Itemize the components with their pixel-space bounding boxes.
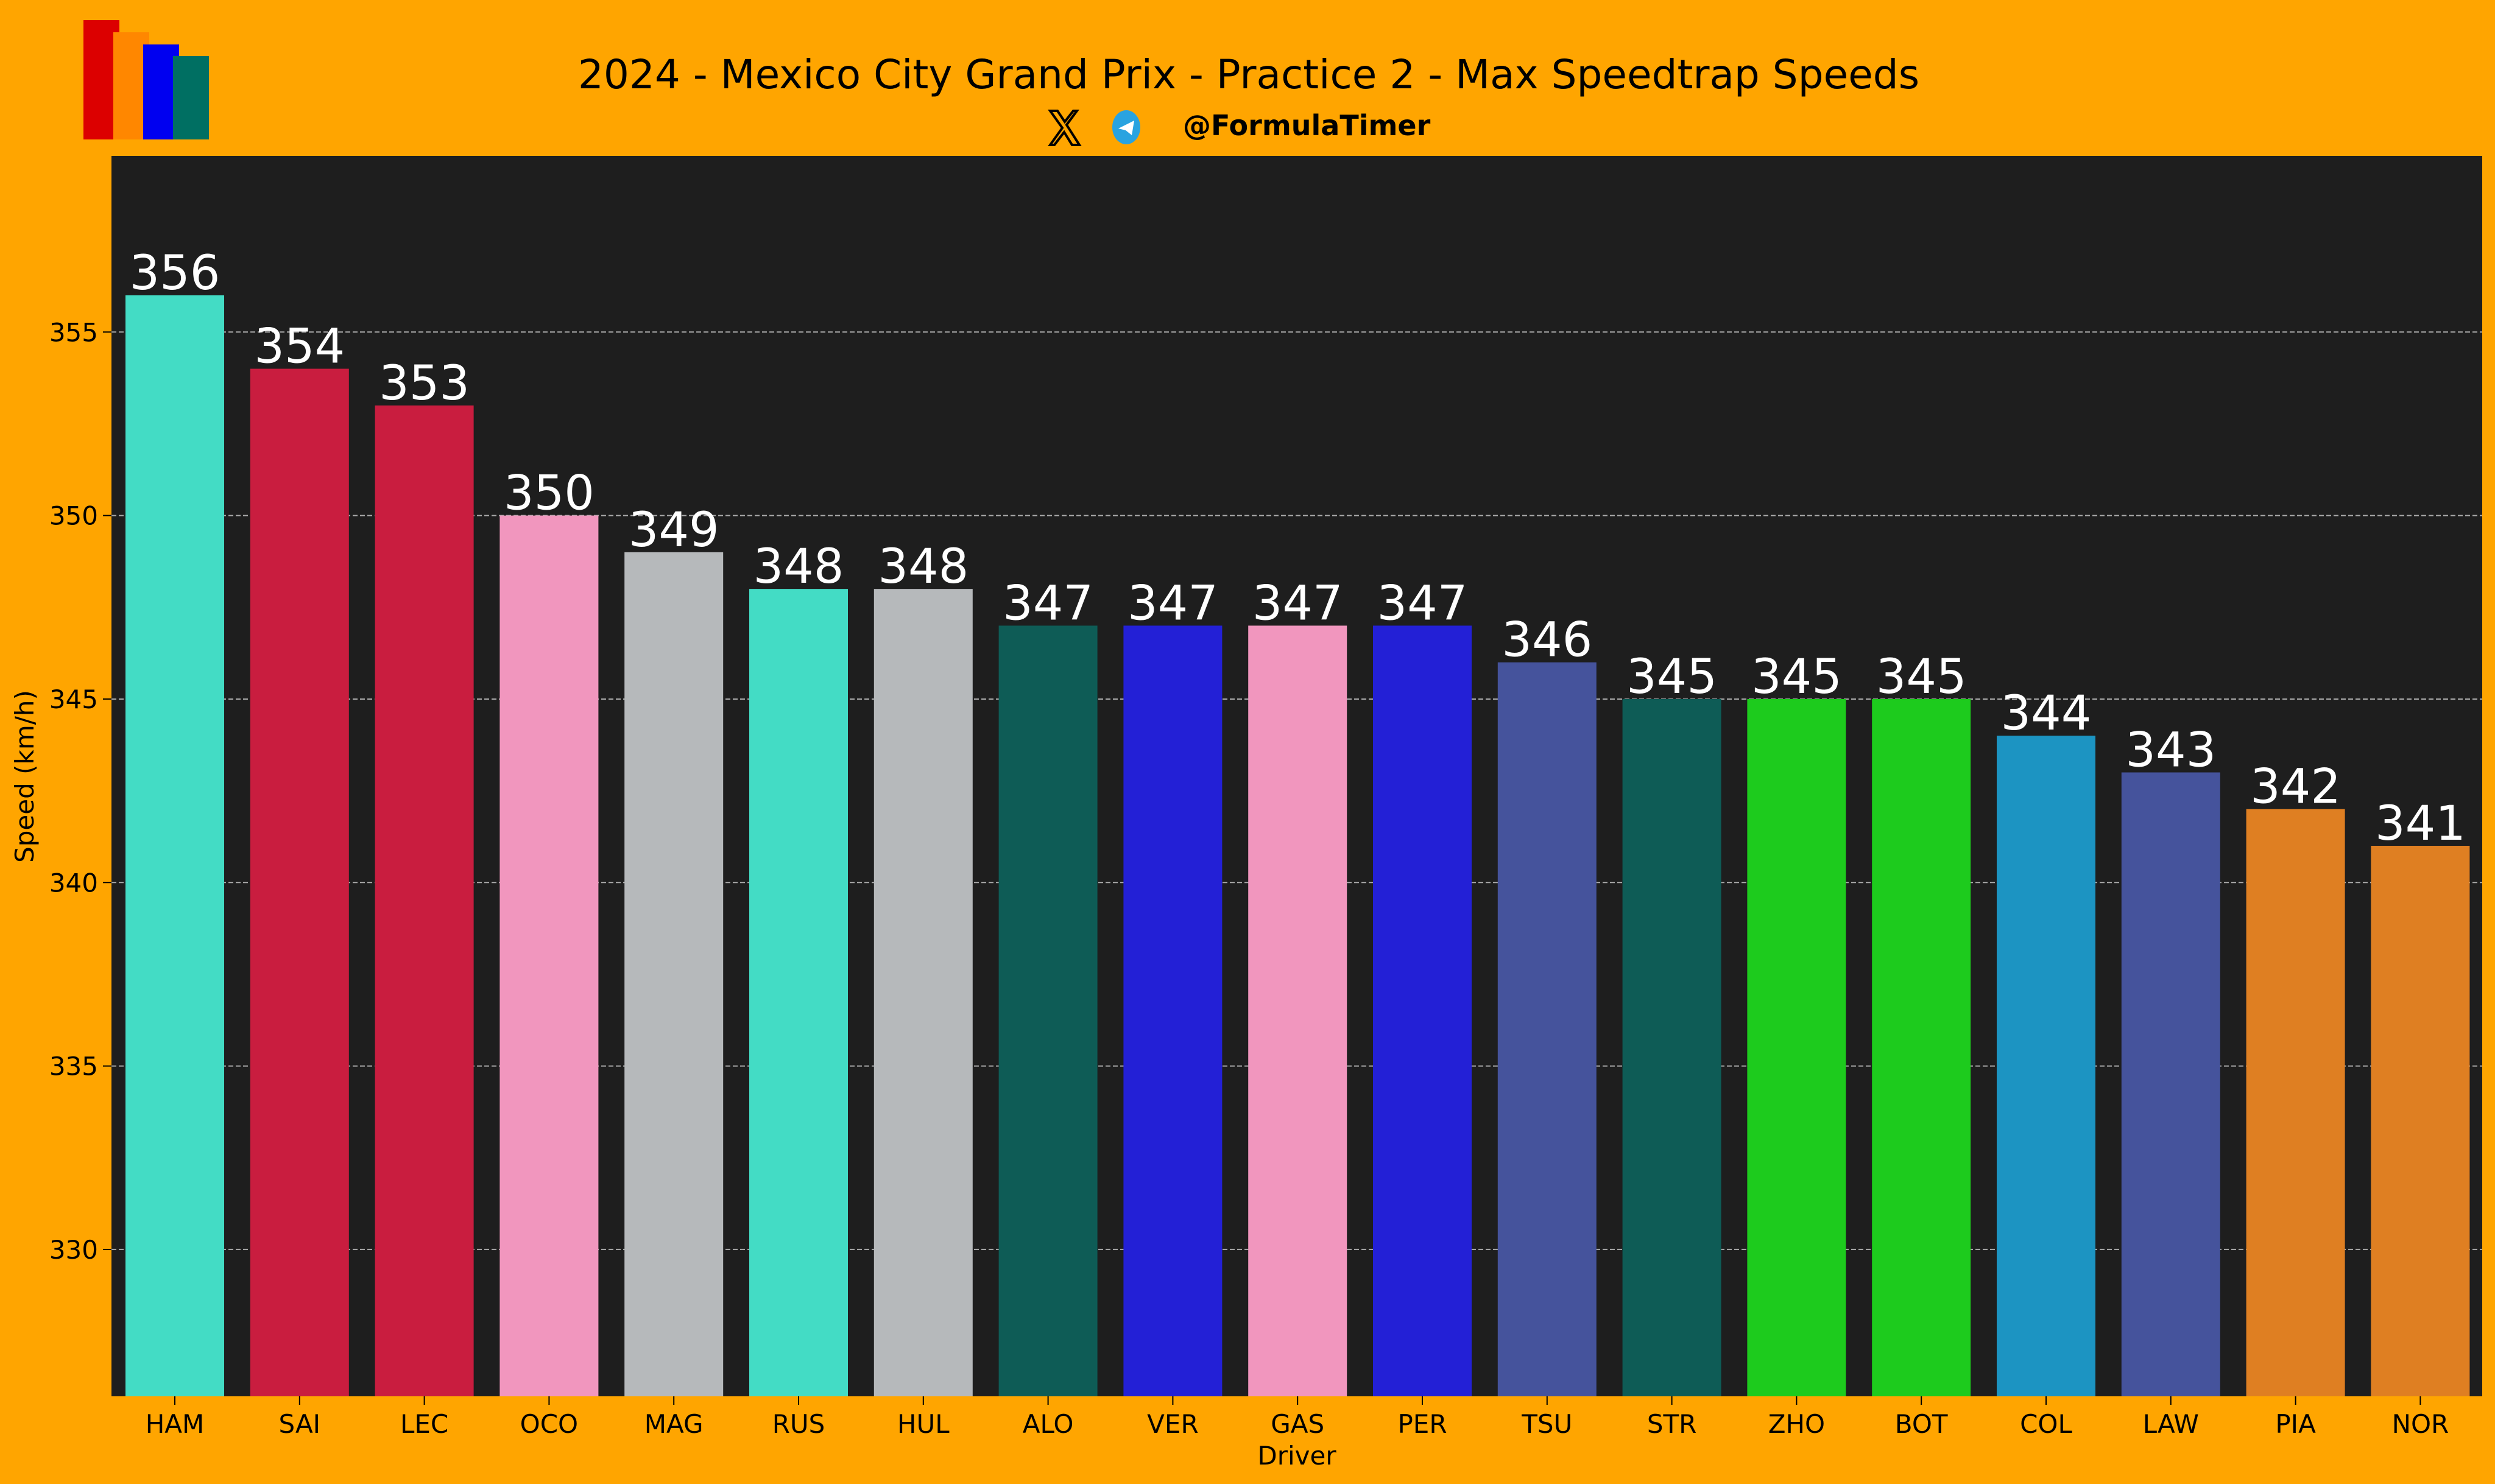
bar-law <box>2121 772 2220 1396</box>
x-tick-label: RUS <box>772 1409 825 1439</box>
y-tick-label: 355 <box>49 317 98 347</box>
data-label-mag: 349 <box>629 503 719 558</box>
data-label-gas: 347 <box>1252 576 1343 631</box>
data-label-nor: 341 <box>2375 797 2466 851</box>
y-tick-label: 345 <box>49 684 98 714</box>
y-tick-label: 350 <box>49 501 98 531</box>
x-tick-label: STR <box>1647 1409 1697 1439</box>
social-handle: @FormulaTimer <box>1183 109 1431 142</box>
bar-nor <box>2371 846 2470 1396</box>
x-tick-label: COL <box>2020 1409 2072 1439</box>
x-axis-label: Driver <box>1257 1441 1336 1471</box>
y-tick-label: 340 <box>49 868 98 898</box>
bar-pia <box>2246 809 2345 1396</box>
bar-rus <box>749 589 848 1396</box>
x-tick-label: NOR <box>2392 1409 2449 1439</box>
x-tick-label: MAG <box>644 1409 704 1439</box>
data-label-ham: 356 <box>130 246 221 301</box>
logo-bar-teal <box>173 56 209 139</box>
bar-bot <box>1872 698 1971 1396</box>
x-tick-label: HAM <box>146 1409 205 1439</box>
bar-str <box>1622 698 1721 1396</box>
data-label-ver: 347 <box>1128 576 1218 631</box>
x-tick-label: PER <box>1397 1409 1447 1439</box>
data-label-pia: 342 <box>2250 760 2341 815</box>
y-axis-label: Speed (km/h) <box>10 690 40 863</box>
data-label-col: 344 <box>2001 686 2092 741</box>
x-tick-label: BOT <box>1895 1409 1948 1439</box>
bar-mag <box>624 552 724 1396</box>
bar-zho <box>1747 698 1846 1396</box>
chart-title: 2024 - Mexico City Grand Prix - Practice… <box>578 51 1919 98</box>
telegram-icon[interactable] <box>1112 110 1140 144</box>
bar-ver <box>1123 625 1223 1396</box>
x-tick-label: OCO <box>520 1409 578 1439</box>
x-tick-label: GAS <box>1271 1409 1324 1439</box>
bar-hul <box>873 589 973 1396</box>
data-label-sai: 354 <box>254 320 345 375</box>
data-label-bot: 345 <box>1876 650 1967 705</box>
bar-col <box>1997 736 2095 1396</box>
bar-gas <box>1248 625 1347 1396</box>
logo <box>83 20 209 139</box>
data-label-hul: 348 <box>878 540 969 594</box>
bar-ham <box>125 295 224 1396</box>
bar-lec <box>375 405 474 1396</box>
data-label-tsu: 346 <box>1502 613 1592 668</box>
data-label-per: 347 <box>1377 576 1468 631</box>
data-label-zho: 345 <box>1751 650 1842 705</box>
bar-oco <box>499 515 599 1396</box>
x-tick-label: ALO <box>1023 1409 1074 1439</box>
x-tick-label: TSU <box>1521 1409 1572 1439</box>
bar-alo <box>998 625 1098 1396</box>
x-tick-label: PIA <box>2275 1409 2316 1439</box>
y-axis: 330 335 340 345 350 355 <box>49 317 111 1265</box>
x-logo-icon[interactable] <box>1048 110 1082 146</box>
x-axis: HAM SAI LEC OCO MAG RUS HUL ALO VER GAS PER TSU STR Z… <box>146 1396 2449 1439</box>
data-label-oco: 350 <box>504 466 595 521</box>
x-tick-label: LEC <box>400 1409 448 1439</box>
x-tick-label: VER <box>1147 1409 1198 1439</box>
y-tick-label: 335 <box>49 1052 98 1081</box>
data-label-lec: 353 <box>379 356 470 411</box>
data-label-alo: 347 <box>1003 576 1093 631</box>
data-label-str: 345 <box>1626 650 1717 705</box>
data-label-rus: 348 <box>753 540 844 594</box>
x-tick-label: LAW <box>2143 1409 2199 1439</box>
x-tick-label: SAI <box>279 1409 321 1439</box>
data-labels: 356 354 353 350 349 348 348 347 347 347 347 346 345 3… <box>130 246 2466 851</box>
bars <box>125 295 2470 1396</box>
y-tick-label: 330 <box>49 1235 98 1265</box>
bar-per <box>1373 625 1472 1396</box>
x-tick-label: ZHO <box>1768 1409 1825 1439</box>
data-label-law: 343 <box>2125 723 2216 778</box>
x-tick-label: HUL <box>897 1409 950 1439</box>
bar-sai <box>250 368 349 1396</box>
bar-tsu <box>1497 662 1597 1396</box>
